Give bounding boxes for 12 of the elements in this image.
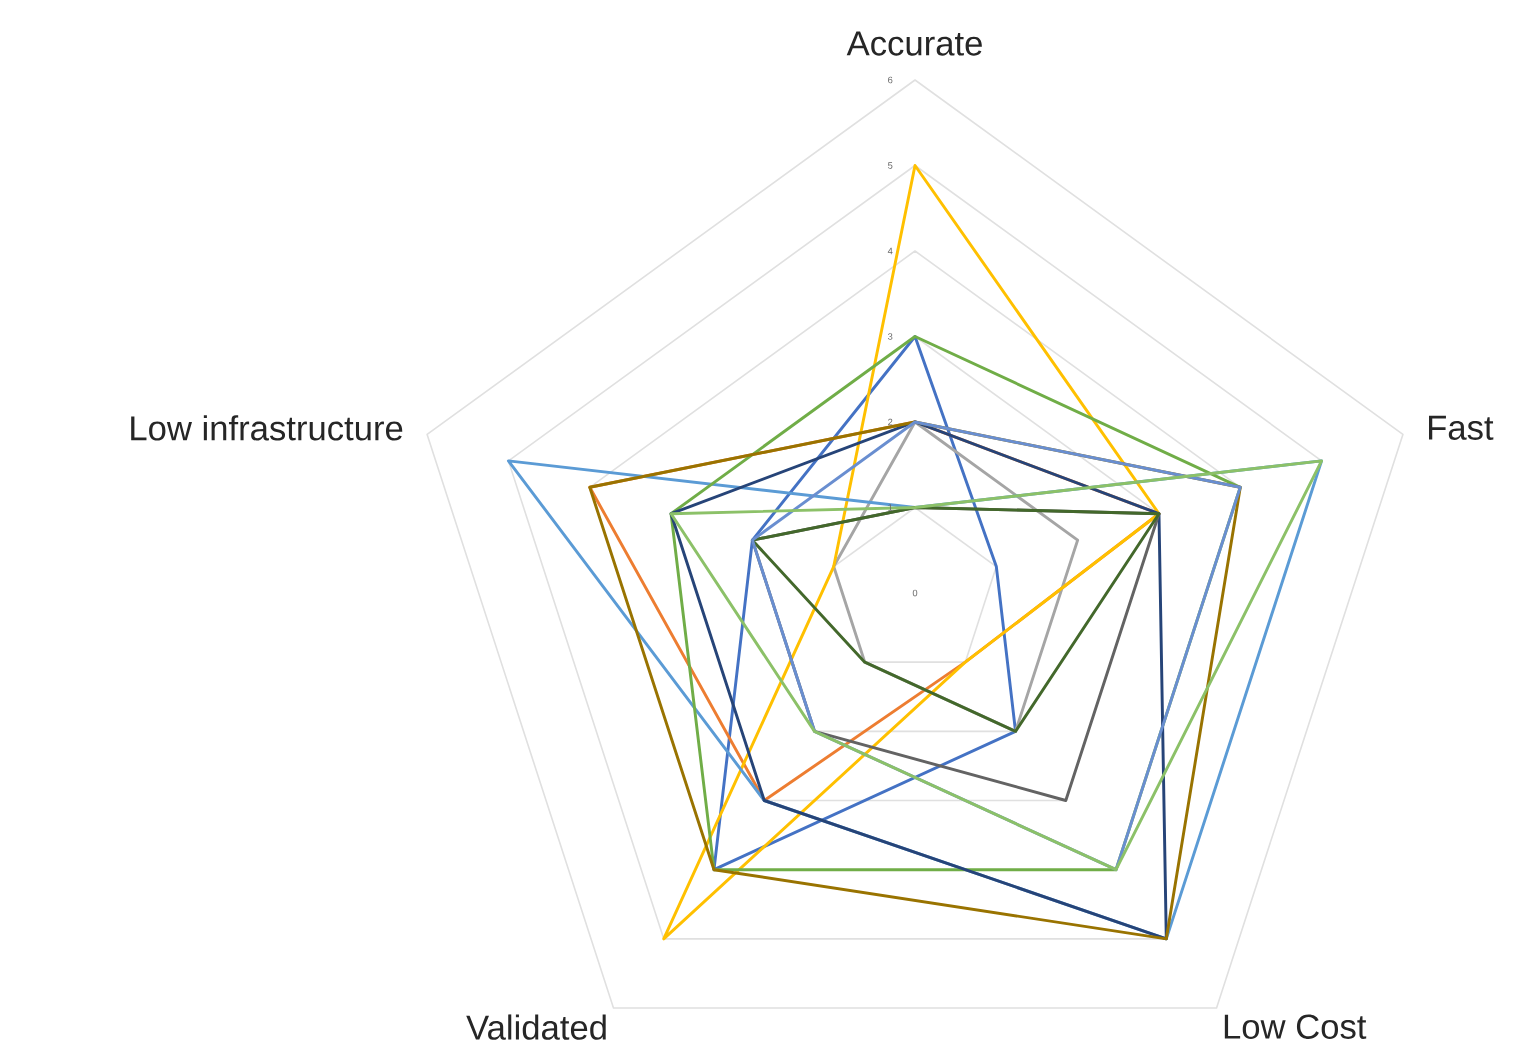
y-tick-label: 3 bbox=[887, 333, 893, 340]
y-tick-label: 1 bbox=[888, 504, 893, 511]
y-tick-label: 5 bbox=[888, 162, 893, 169]
spoke-label: Low Cost bbox=[1224, 1014, 1367, 1039]
y-tick-label: 4 bbox=[887, 247, 893, 255]
spoke-label: Low infrastructure bbox=[131, 415, 403, 441]
spoke-label: Accurate bbox=[846, 31, 982, 56]
spoke-label: Validated bbox=[466, 1014, 606, 1040]
y-tick-label: 2 bbox=[888, 418, 893, 426]
spoke-label: Fast bbox=[1429, 415, 1494, 440]
y-tick-label: 0 bbox=[912, 589, 918, 597]
y-tick-label: 6 bbox=[888, 76, 893, 84]
